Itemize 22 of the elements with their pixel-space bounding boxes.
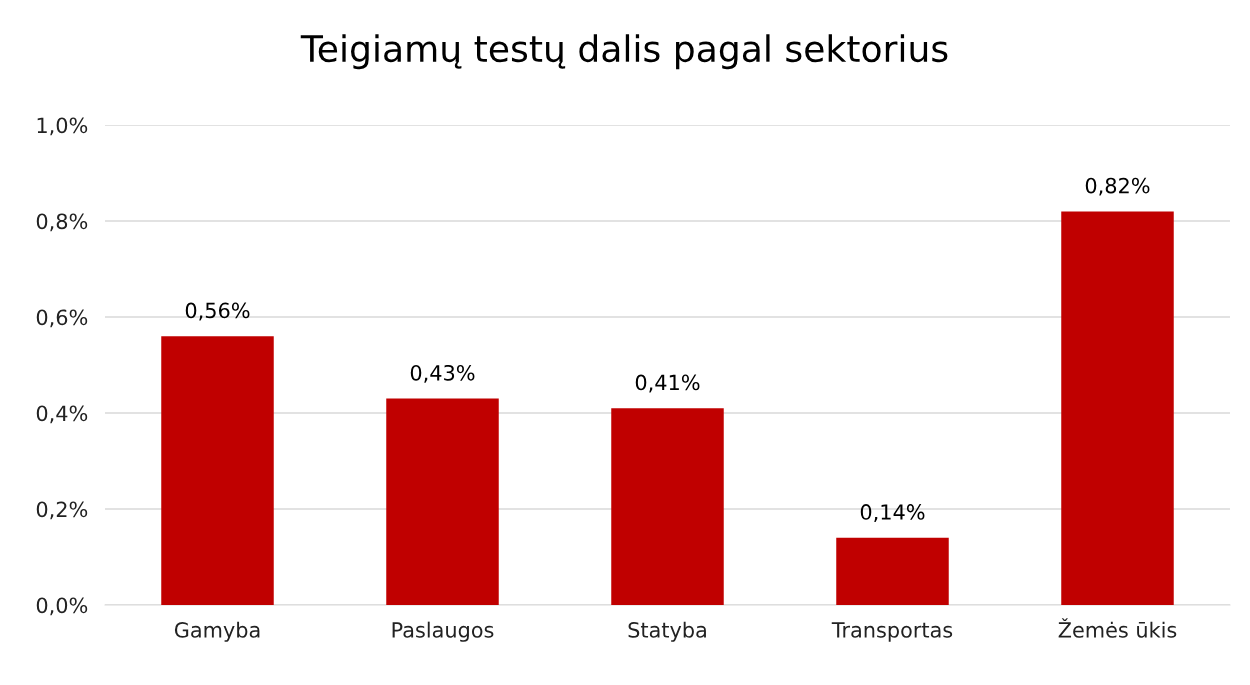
y-tick-label: 0,0% (36, 597, 88, 616)
bar (161, 336, 274, 605)
x-tick-label: Žemės ūkis (1058, 618, 1177, 638)
data-label: 0,43% (410, 364, 475, 383)
x-tick-label: Gamyba (174, 621, 260, 642)
data-label: 0,56% (185, 302, 250, 321)
x-tick-label: Paslaugos (392, 621, 494, 642)
y-tick-label: 0,6% (36, 309, 88, 328)
y-tick-label: 0,4% (36, 405, 88, 424)
x-tick-label: Transportas (831, 622, 953, 642)
chart-title: Teigiamų testų dalis pagal sektorius (300, 34, 948, 70)
data-label: 0,41% (635, 374, 700, 393)
bar (386, 398, 499, 605)
y-tick-label: 0,8% (36, 213, 88, 232)
bar (611, 408, 724, 605)
bar (1061, 211, 1174, 605)
y-tick-label: 0,2% (36, 501, 88, 520)
x-tick-label: Statyba (628, 621, 706, 642)
bar (836, 537, 949, 605)
data-label: 0,82% (1085, 177, 1150, 196)
y-tick-label: 1,0% (37, 117, 88, 136)
data-label: 0,14% (860, 504, 925, 522)
